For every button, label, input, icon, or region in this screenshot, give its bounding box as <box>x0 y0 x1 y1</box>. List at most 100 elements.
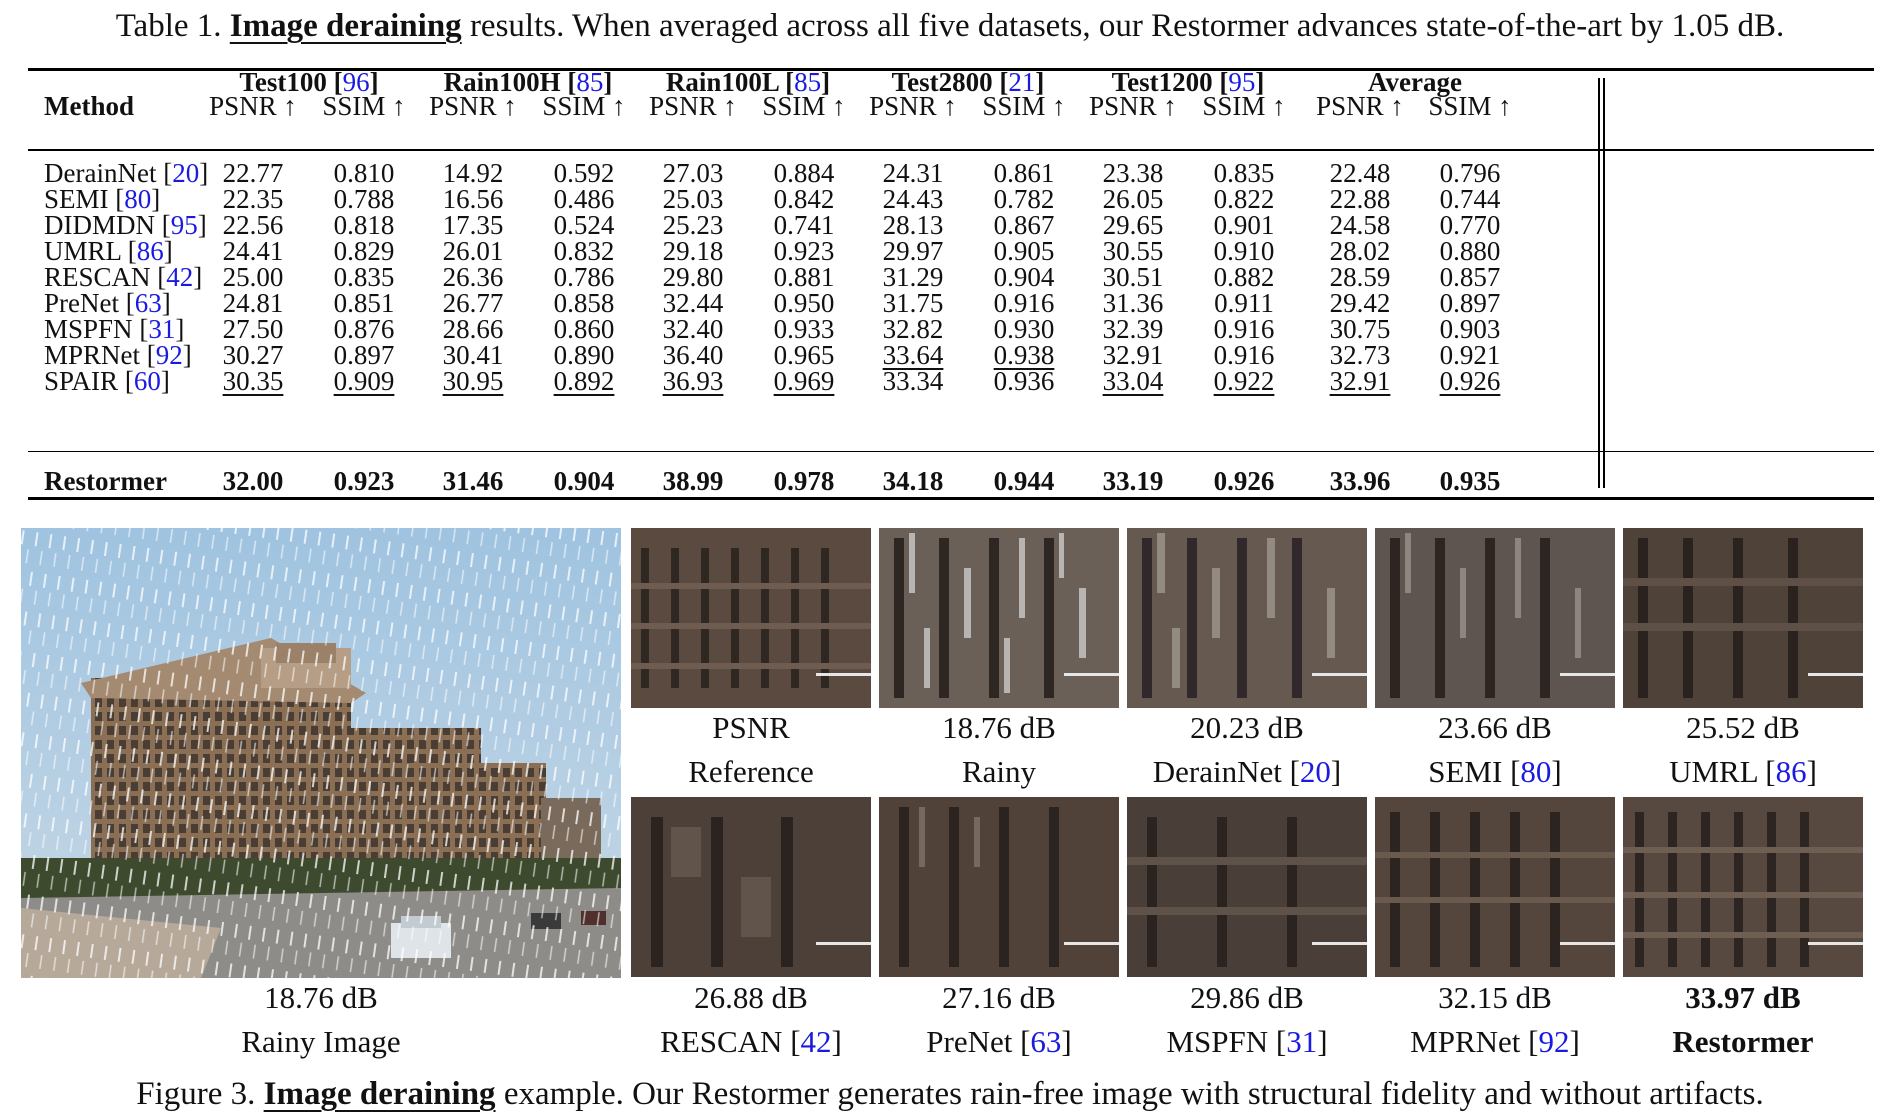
dataset-header-citation[interactable]: 96 <box>342 67 370 97</box>
table-row-method-name: DIDMDN <box>44 210 155 240</box>
table-cell: 0.910 <box>1213 236 1275 266</box>
dataset-header-name: Rain100H <box>443 67 561 97</box>
table-cell: 0.903 <box>1439 314 1501 344</box>
table-cell: 30.35 <box>222 366 284 396</box>
dataset-header-citation[interactable]: 85 <box>794 67 822 97</box>
metric-header: PSNR ↑ <box>429 91 517 121</box>
table-cell: 0.881 <box>773 262 835 292</box>
top-crop-score: 23.66 dB <box>1365 710 1625 746</box>
table-cell: 0.796 <box>1439 158 1501 188</box>
table-cell: 0.857 <box>1439 262 1501 292</box>
top-crop-label-text: SEMI <box>1428 754 1503 789</box>
table-row-method-citation[interactable]: 80 <box>124 184 152 214</box>
table-caption-text: results. When averaged across all five d… <box>469 8 1785 44</box>
table-row-method-citation[interactable]: 92 <box>155 340 183 370</box>
table-row-method-citation[interactable]: 20 <box>172 158 200 188</box>
table-cell: 0.916 <box>1213 340 1275 370</box>
method-column-header: Method <box>44 91 134 121</box>
table-cell: 30.51 <box>1102 262 1164 292</box>
table-cell: 25.23 <box>662 210 724 240</box>
table-cell: 0.835 <box>1213 158 1275 188</box>
table-cell: 32.39 <box>1102 314 1164 344</box>
table-cell: 0.858 <box>553 288 615 318</box>
table-cell: 0.921 <box>1439 340 1501 370</box>
top-crop-label-citation[interactable]: 80 <box>1520 754 1552 789</box>
table-row-method-citation[interactable]: 86 <box>136 236 164 266</box>
bottom-crop-label: MSPFN [31] <box>1166 1024 1328 1059</box>
dataset-header-name: Test100 <box>239 67 327 97</box>
table-row-method-citation[interactable]: 31 <box>148 314 176 344</box>
table-cell: 0.882 <box>1213 262 1275 292</box>
dataset-header-citation[interactable]: 21 <box>1008 67 1036 97</box>
crop-prenet <box>879 797 1119 977</box>
table-row-method-citation[interactable]: 42 <box>166 262 194 292</box>
table-cell: 28.02 <box>1329 236 1391 266</box>
table-row-method-name: SPAIR <box>44 366 119 396</box>
table-cell: 30.55 <box>1102 236 1164 266</box>
bottom-crop-score-text: 33.97 dB <box>1685 980 1801 1015</box>
table-header-rule <box>28 149 1874 151</box>
table-cell: 29.42 <box>1329 288 1391 318</box>
table-cell: 0.842 <box>773 184 835 214</box>
top-crop-label-citation[interactable]: 20 <box>1299 754 1331 789</box>
table-cell: 30.75 <box>1329 314 1391 344</box>
table-row-method: SPAIR [60] <box>44 366 170 396</box>
table-cell: 25.00 <box>222 262 284 292</box>
bottom-crop-label-citation[interactable]: 92 <box>1538 1024 1570 1059</box>
top-crop-score-text: 23.66 dB <box>1438 710 1552 745</box>
bottom-crop-label: PreNet [63] <box>926 1024 1072 1059</box>
metric-header: PSNR ↑ <box>1316 91 1404 121</box>
crop-derainnet <box>1127 528 1367 708</box>
table-cell: 27.03 <box>662 158 724 188</box>
table-cell: 0.922 <box>1213 366 1275 396</box>
top-crop-score: 25.52 dB <box>1613 710 1873 746</box>
figure-caption-prefix: Figure 3. <box>136 1076 256 1112</box>
table-cell: 16.56 <box>442 184 504 214</box>
table-row-method: DerainNet [20] <box>44 158 209 188</box>
rainy-building-photo <box>21 528 621 978</box>
table-cell: 0.880 <box>1439 236 1501 266</box>
figure-caption-lead: Image deraining <box>263 1076 496 1112</box>
bottom-crop-label-citation[interactable]: 42 <box>800 1024 832 1059</box>
table-cell: 0.861 <box>993 158 1055 188</box>
table-cell-best: 32.00 <box>222 466 284 496</box>
table-cell: 0.786 <box>553 262 615 292</box>
table-cell: 31.29 <box>882 262 944 292</box>
bottom-crop-label-text: PreNet <box>926 1024 1013 1059</box>
table-cell: 32.91 <box>1102 340 1164 370</box>
metric-header: SSIM ↑ <box>542 91 626 121</box>
table-cell: 22.56 <box>222 210 284 240</box>
bottom-crop-label: RESCAN [42] <box>660 1024 842 1059</box>
bottom-crop-label-citation[interactable]: 63 <box>1030 1024 1062 1059</box>
table-cell-best: 0.923 <box>333 466 395 496</box>
table-cell: 24.58 <box>1329 210 1391 240</box>
table-row-method-citation[interactable]: 60 <box>133 366 161 396</box>
table-row-method: UMRL [86] <box>44 236 173 266</box>
table-cell: 22.35 <box>222 184 284 214</box>
table-cell: 0.923 <box>773 236 835 266</box>
table-row-method-name: RESCAN <box>44 262 151 292</box>
bottom-crop-label-citation[interactable]: 31 <box>1286 1024 1318 1059</box>
top-crop-score: 18.76 dB <box>869 710 1129 746</box>
table-row-method: SEMI [80] <box>44 184 161 214</box>
table-cell: 0.860 <box>553 314 615 344</box>
table-cell-best: 34.18 <box>882 466 944 496</box>
dataset-header-citation[interactable]: 85 <box>576 67 604 97</box>
table-cell: 0.904 <box>993 262 1055 292</box>
top-crop-score-text: 18.76 dB <box>942 710 1056 745</box>
dataset-header: Test2800 [21] <box>891 67 1045 97</box>
table-cell: 0.851 <box>333 288 395 318</box>
table-row-method-citation[interactable]: 95 <box>170 210 198 240</box>
top-crop-label-citation[interactable]: 86 <box>1775 754 1807 789</box>
table-cell: 0.524 <box>553 210 615 240</box>
crop-mprnet <box>1375 797 1615 977</box>
dataset-header-name: Rain100L <box>665 67 779 97</box>
bottom-crop-score-text: 26.88 dB <box>694 980 808 1015</box>
dataset-header: Test1200 [95] <box>1111 67 1265 97</box>
table-cell: 29.65 <box>1102 210 1164 240</box>
bottom-crop-score-text: 32.15 dB <box>1438 980 1552 1015</box>
dataset-header-citation[interactable]: 95 <box>1228 67 1256 97</box>
table-row-method-citation[interactable]: 63 <box>134 288 162 318</box>
table-cell: 32.91 <box>1329 366 1391 396</box>
top-crop-score-text: 20.23 dB <box>1190 710 1304 745</box>
